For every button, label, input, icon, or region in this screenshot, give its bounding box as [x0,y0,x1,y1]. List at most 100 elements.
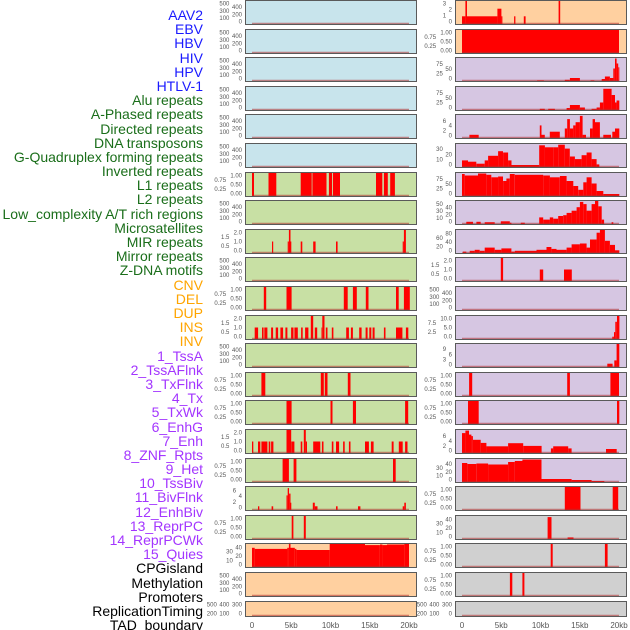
y-tick-label: 60 [436,236,443,242]
track-label: L1 repeats [136,177,203,194]
data-bar [343,441,345,453]
data-bar [303,430,306,453]
y-tick-label: 20 [436,244,443,250]
panel-frame [245,286,417,311]
data-bar [564,148,570,167]
panel-frame [455,143,627,168]
y-tick-label: 0 [449,77,453,83]
y-tick-label: 0 [449,192,453,198]
data-bar [462,463,468,482]
data-bar [296,550,330,567]
y-tick-label: 100 [219,216,230,222]
y-tick-label: 0.00 [440,592,452,598]
y-tick-label: 0.75 [214,406,226,412]
data-bar [523,16,526,24]
y-tick-label: 400 [219,603,230,609]
panel-frame [455,315,627,340]
y-tick-label: 2.0 [234,231,243,237]
panel-frame [245,0,417,25]
panel-frame [245,143,417,168]
y-tick-label: 200 [207,612,218,618]
y-tick-label: 100 [219,45,230,51]
data-bar [596,232,600,253]
panel-background [455,286,627,311]
y-tick-label: 1.00 [230,174,242,180]
y-tick-label: 0 [449,306,453,312]
panel-frame [245,372,417,397]
y-tick-label: 400 [232,62,243,68]
y-tick-label: 1.5 [221,435,230,441]
data-bar [263,287,267,310]
track-label: 11_BivFlnk [134,489,203,506]
data-bar [287,547,289,567]
y-tick-label: 0.00 [440,49,452,55]
y-tick-label: 200 [232,98,243,104]
data-bar [484,160,489,167]
data-bar [508,160,512,167]
track-label: DEL [175,290,203,307]
data-bar [551,248,557,253]
data-bar [264,327,268,339]
y-tick-label: 200 [232,212,243,218]
data-bar [331,327,334,339]
y-tick-label: 200 [232,126,243,132]
data-bar [467,464,477,482]
data-bar [474,249,480,253]
data-bar [498,176,503,196]
track-label: HTLV-1 [156,77,203,94]
data-bar [571,244,580,253]
data-bar [365,545,380,567]
data-bar [611,95,615,110]
y-tick-label: 400 [232,91,243,97]
y-tick-label: 0 [449,535,453,541]
data-bar [596,164,600,167]
panel-background [245,486,417,511]
y-tick-label: 0 [239,277,243,283]
data-bar [312,173,327,196]
panel-frame [455,57,627,82]
data-bar [564,487,581,510]
y-tick-label: 500 [219,116,230,122]
data-bar [398,441,403,453]
panel-background [455,572,627,597]
data-bar [469,434,472,453]
data-bar [567,373,570,396]
y-tick-label: 40 [445,240,452,246]
y-tick-label: 0.50 [440,497,452,503]
track-label: 8_ZNF_Rpts [123,446,203,463]
y-tick-label: 300 [219,38,230,44]
y-tick-label: 0.25 [424,387,436,393]
panel-background [245,229,417,254]
y-tick-label: 50 [445,96,452,102]
y-tick-label: 0.0 [444,277,453,283]
data-bar [347,373,351,396]
data-bar [468,161,477,167]
data-bar [539,217,544,224]
panel-background [455,515,627,540]
data-bar [300,441,303,453]
y-tick-label: 0.75 [214,178,226,184]
data-bar [332,173,340,196]
data-bar [462,16,466,24]
y-tick-label: 20 [445,152,452,158]
y-tick-label: 400 [232,577,243,583]
data-bar [476,163,485,167]
panel-background [455,543,627,568]
data-bar [573,125,576,138]
y-tick-label: 0 [449,612,453,618]
y-tick-label: 2.5 [428,330,437,336]
panel-frame [245,57,417,82]
data-bar [617,316,620,339]
data-bar [583,204,587,224]
y-tick-label: 200 [442,298,453,304]
track-label: INV [179,333,203,350]
panel-background [245,114,417,139]
panel-background [245,572,417,597]
data-bar [268,173,277,196]
panel-frame [455,172,627,197]
y-tick-label: 1.5 [221,235,230,241]
data-bar [313,441,321,453]
data-bar [618,67,620,82]
y-tick-label: 0 [449,478,453,484]
